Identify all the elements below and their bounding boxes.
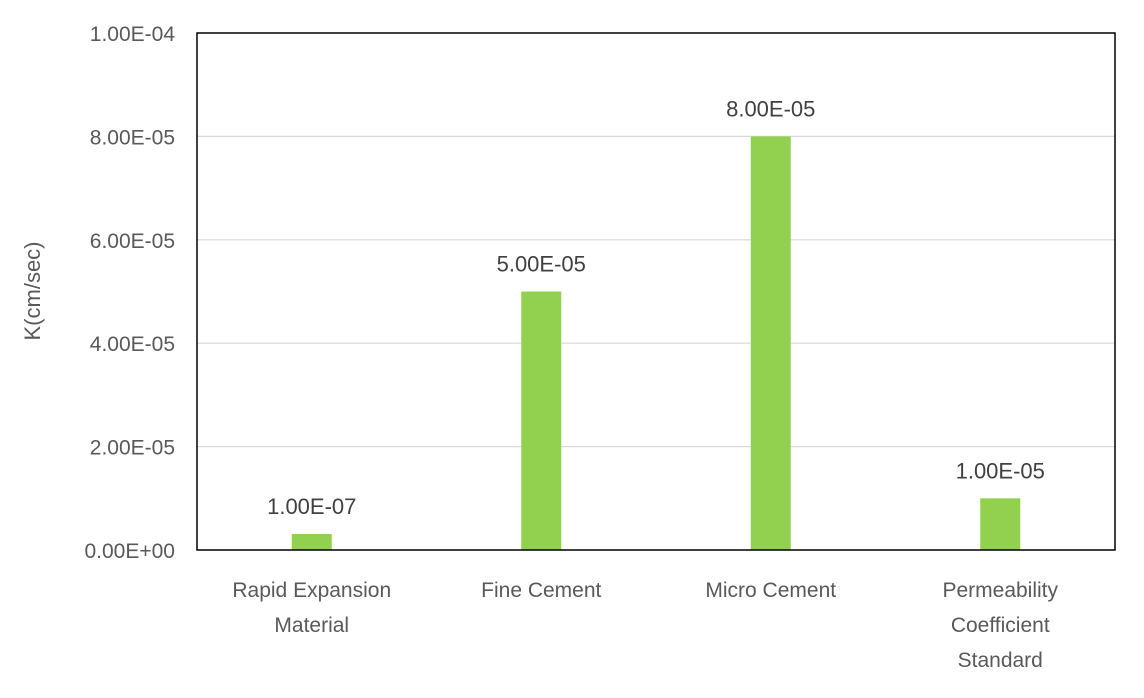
x-axis-category-labels: Rapid Expansion Material Fine Cement Micro … — [232, 579, 1058, 672]
x-category-label-line: Fine Cement — [481, 579, 601, 602]
x-category-label-line: Coefficient — [951, 614, 1050, 637]
x-category-label: Rapid Expansion Material — [232, 579, 391, 637]
x-category-label: Micro Cement — [705, 579, 836, 602]
x-category-label: Permeability Coefficient Standard — [942, 579, 1058, 672]
plot-area-border — [196, 32, 1116, 551]
data-label: 5.00E-05 — [497, 252, 586, 277]
gridlines — [197, 135, 1115, 448]
y-tick-label: 1.00E-04 — [90, 23, 176, 46]
x-category-label: Fine Cement — [481, 579, 601, 602]
y-tick-label: 2.00E-05 — [90, 437, 175, 460]
data-label: 1.00E-07 — [267, 494, 356, 519]
bar — [750, 136, 791, 550]
y-axis-tick-labels: 0.00E+00 2.00E-05 4.00E-05 6.00E-05 8.00E-05… — [84, 23, 175, 563]
data-label: 8.00E-05 — [726, 96, 815, 121]
x-category-label-line: Micro Cement — [705, 579, 836, 602]
x-category-label-line: Rapid Expansion — [232, 579, 391, 602]
bar — [980, 498, 1021, 550]
bar — [291, 534, 332, 550]
y-axis-title: K(cm/sec) — [20, 242, 45, 341]
bars — [291, 136, 1021, 550]
y-tick-label: 0.00E+00 — [84, 540, 175, 563]
y-tick-label: 4.00E-05 — [90, 333, 175, 356]
y-tick-label: 8.00E-05 — [90, 126, 175, 149]
x-category-label-line: Standard — [958, 649, 1043, 672]
y-tick-label: 6.00E-05 — [90, 230, 175, 253]
x-category-label-line: Material — [274, 614, 349, 637]
data-label: 1.00E-05 — [956, 458, 1045, 483]
bar — [521, 291, 562, 550]
data-labels: 1.00E-07 5.00E-05 8.00E-05 1.00E-05 — [267, 96, 1045, 519]
x-category-label-line: Permeability — [942, 579, 1058, 602]
